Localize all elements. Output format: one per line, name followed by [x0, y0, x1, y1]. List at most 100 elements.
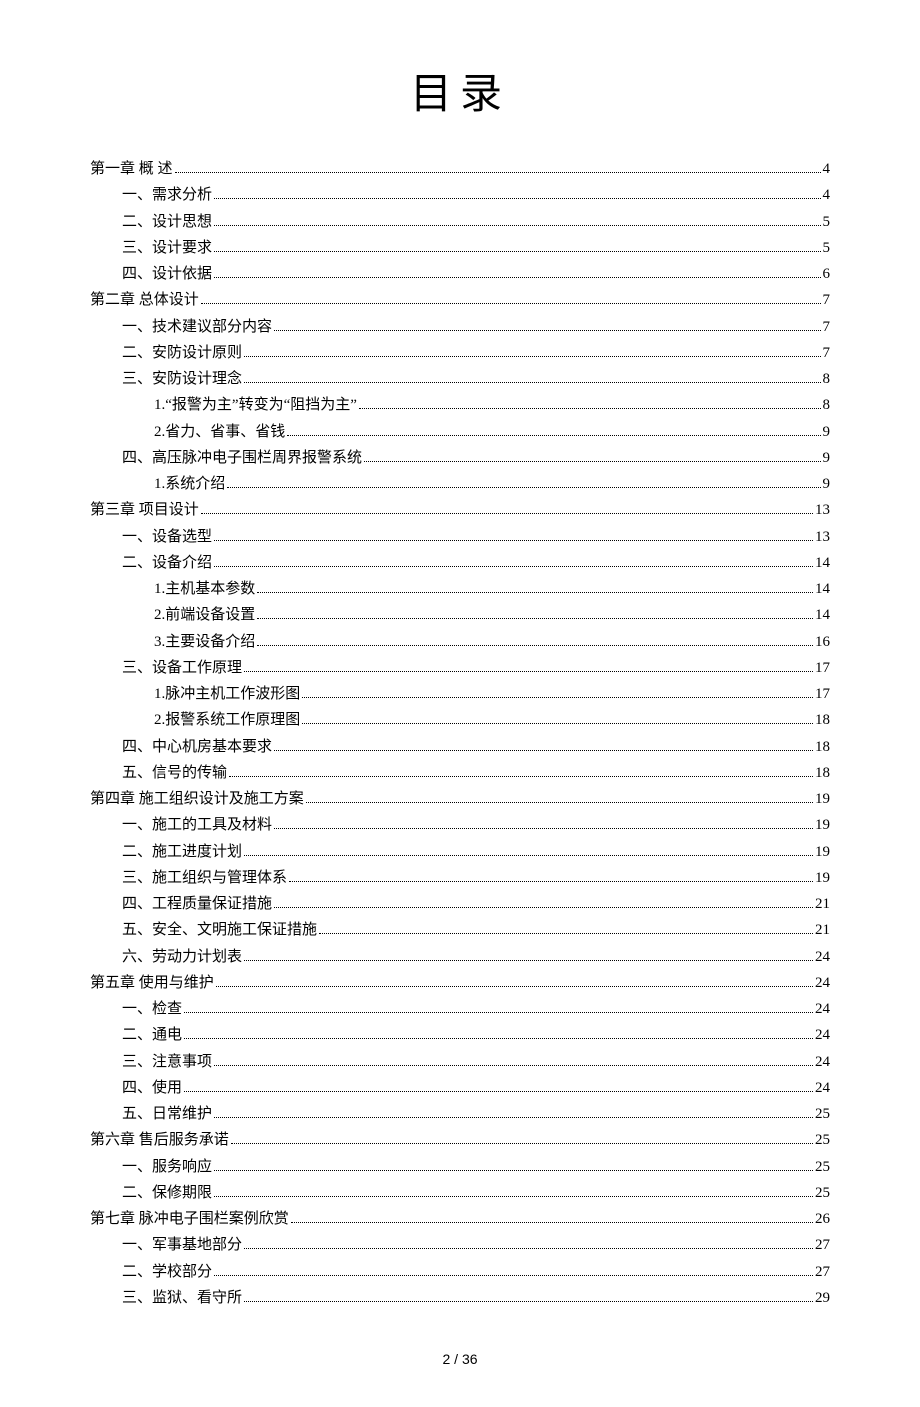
toc-dot-leader — [291, 1222, 813, 1223]
toc-dot-leader — [227, 487, 820, 488]
toc-dot-leader — [201, 303, 821, 304]
toc-entry: 2.前端设备设置14 — [90, 602, 830, 628]
toc-entry-page: 4 — [823, 156, 831, 182]
toc-entry: 五、安全、文明施工保证措施21 — [90, 917, 830, 943]
toc-entry-page: 24 — [815, 1049, 830, 1075]
toc-entry: 第七章 脉冲电子围栏案例欣赏26 — [90, 1206, 830, 1232]
toc-entry-page: 9 — [823, 445, 831, 471]
toc-dot-leader — [184, 1091, 813, 1092]
toc-entry-label: 2.前端设备设置 — [154, 602, 255, 628]
toc-entry-label: 一、技术建议部分内容 — [122, 314, 272, 340]
toc-entry-page: 19 — [815, 865, 830, 891]
toc-entry-page: 17 — [815, 681, 830, 707]
toc-entry-label: 三、监狱、看守所 — [122, 1285, 242, 1311]
page-footer: 2 / 36 — [90, 1351, 830, 1367]
toc-dot-leader — [244, 855, 813, 856]
toc-entry-page: 18 — [815, 734, 830, 760]
toc-dot-leader — [359, 408, 821, 409]
toc-entry-page: 27 — [815, 1259, 830, 1285]
toc-entry-page: 8 — [823, 392, 831, 418]
toc-entry: 二、设备介绍14 — [90, 550, 830, 576]
toc-dot-leader — [257, 645, 813, 646]
toc-entry-label: 一、服务响应 — [122, 1154, 212, 1180]
toc-dot-leader — [274, 907, 813, 908]
toc-entry-page: 5 — [823, 209, 831, 235]
toc-entry-label: 三、设备工作原理 — [122, 655, 242, 681]
toc-entry-label: 二、设备介绍 — [122, 550, 212, 576]
toc-entry-label: 四、设计依据 — [122, 261, 212, 287]
toc-entry-page: 4 — [823, 182, 831, 208]
toc-dot-leader — [214, 1275, 813, 1276]
toc-entry-page: 27 — [815, 1232, 830, 1258]
toc-dot-leader — [244, 1248, 813, 1249]
toc-entry: 四、高压脉冲电子围栏周界报警系统9 — [90, 445, 830, 471]
toc-entry: 第六章 售后服务承诺 25 — [90, 1127, 830, 1153]
toc-entry-label: 五、日常维护 — [122, 1101, 212, 1127]
toc-dot-leader — [214, 1196, 813, 1197]
toc-entry-page: 7 — [823, 314, 831, 340]
toc-entry: 3.主要设备介绍16 — [90, 629, 830, 655]
toc-dot-leader — [184, 1038, 813, 1039]
toc-entry: 三、监狱、看守所 29 — [90, 1285, 830, 1311]
toc-dot-leader — [289, 881, 813, 882]
toc-entry-label: 2.报警系统工作原理图 — [154, 707, 300, 733]
toc-entry-page: 25 — [815, 1127, 830, 1153]
toc-entry-label: 第六章 售后服务承诺 — [90, 1127, 229, 1153]
toc-entry-label: 1.系统介绍 — [154, 471, 225, 497]
toc-entry-label: 一、设备选型 — [122, 524, 212, 550]
toc-entry-page: 7 — [823, 287, 831, 313]
toc-dot-leader — [214, 277, 820, 278]
toc-entry: 第四章 施工组织设计及施工方案 19 — [90, 786, 830, 812]
toc-dot-leader — [257, 618, 813, 619]
toc-entry-label: 三、施工组织与管理体系 — [122, 865, 287, 891]
toc-dot-leader — [257, 592, 813, 593]
toc-entry-label: 三、安防设计理念 — [122, 366, 242, 392]
toc-entry-page: 24 — [815, 996, 830, 1022]
toc-entry-label: 第三章 项目设计 — [90, 497, 199, 523]
toc-entry-label: 一、检查 — [122, 996, 182, 1022]
toc-entry: 2.省力、省事、省钱9 — [90, 419, 830, 445]
toc-entry: 1.脉冲主机工作波形图 17 — [90, 681, 830, 707]
toc-entry-page: 19 — [815, 786, 830, 812]
toc-entry-label: 三、设计要求 — [122, 235, 212, 261]
toc-dot-leader — [201, 513, 813, 514]
toc-entry-label: 四、中心机房基本要求 — [122, 734, 272, 760]
toc-entry-page: 24 — [815, 1022, 830, 1048]
toc-entry: 1.主机基本参数 14 — [90, 576, 830, 602]
page-title: 目录 — [90, 60, 830, 121]
toc-dot-leader — [319, 933, 813, 934]
toc-entry-page: 24 — [815, 1075, 830, 1101]
toc-dot-leader — [214, 1117, 813, 1118]
toc-entry-label: 二、安防设计原则 — [122, 340, 242, 366]
toc-dot-leader — [306, 802, 813, 803]
toc-dot-leader — [231, 1143, 813, 1144]
toc-entry-page: 6 — [823, 261, 831, 287]
toc-entry-page: 29 — [815, 1285, 830, 1311]
toc-dot-leader — [244, 960, 813, 961]
toc-dot-leader — [214, 1170, 813, 1171]
toc-entry-label: 第二章 总体设计 — [90, 287, 199, 313]
toc-entry-label: 五、信号的传输 — [122, 760, 227, 786]
toc-dot-leader — [214, 251, 820, 252]
toc-entry: 五、信号的传输18 — [90, 760, 830, 786]
toc-entry-page: 14 — [815, 576, 830, 602]
toc-entry-label: 一、军事基地部分 — [122, 1232, 242, 1258]
toc-entry-page: 13 — [815, 497, 830, 523]
toc-dot-leader — [244, 671, 813, 672]
toc-entry-label: 1.主机基本参数 — [154, 576, 255, 602]
toc-entry: 三、注意事项24 — [90, 1049, 830, 1075]
toc-entry: 二、学校部分27 — [90, 1259, 830, 1285]
toc-dot-leader — [216, 986, 813, 987]
toc-entry-page: 21 — [815, 917, 830, 943]
toc-entry-label: 第四章 施工组织设计及施工方案 — [90, 786, 304, 812]
toc-entry: 2.报警系统工作原理图18 — [90, 707, 830, 733]
toc-entry: 二、保修期限25 — [90, 1180, 830, 1206]
toc-dot-leader — [274, 750, 813, 751]
toc-entry: 二、安防设计原则7 — [90, 340, 830, 366]
toc-entry: 一、设备选型13 — [90, 524, 830, 550]
toc-entry-page: 9 — [823, 419, 831, 445]
toc-dot-leader — [302, 723, 813, 724]
toc-entry-label: 二、保修期限 — [122, 1180, 212, 1206]
toc-entry: 五、日常维护25 — [90, 1101, 830, 1127]
toc-entry-label: 1.脉冲主机工作波形图 — [154, 681, 300, 707]
